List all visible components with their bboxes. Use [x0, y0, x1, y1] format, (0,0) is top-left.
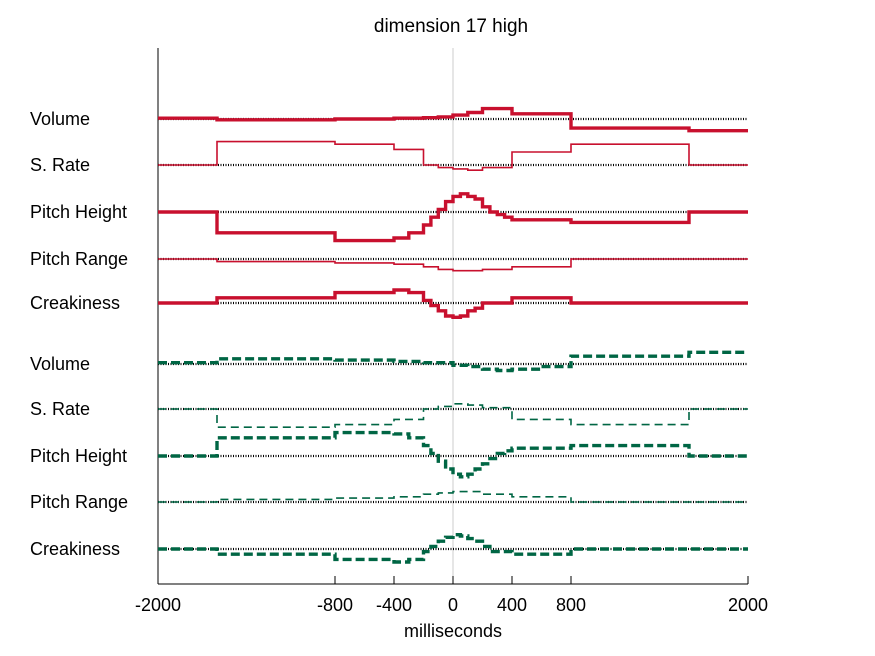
x-tick-label-6: 2000	[728, 595, 768, 615]
chart-title: dimension 17 high	[374, 16, 528, 37]
series-label-8: Pitch Height	[30, 446, 127, 466]
series-label-4: Pitch Range	[30, 249, 128, 269]
series-red-s-rate	[158, 140, 748, 171]
x-tick-label-0: -2000	[135, 595, 181, 615]
series-green-volume	[158, 350, 748, 373]
x-tick-label-5: 800	[556, 595, 586, 615]
series-label-2: S. Rate	[30, 155, 90, 175]
series-label-7: S. Rate	[30, 399, 90, 419]
series-green-pitch-range	[158, 490, 748, 503]
series-label-5: Creakiness	[30, 293, 120, 313]
series-green-creakiness	[158, 533, 748, 564]
series-red-creakiness	[158, 288, 748, 319]
series-red-volume	[158, 106, 748, 133]
series-label-9: Pitch Range	[30, 492, 128, 512]
series-label-1: Volume	[30, 109, 90, 129]
series-label-10: Creakiness	[30, 539, 120, 559]
x-tick-label-3: 0	[448, 595, 458, 615]
x-axis-label: milliseconds	[404, 621, 502, 641]
series-green-s-rate	[158, 403, 748, 428]
series-green-pitch-height	[158, 430, 748, 479]
series-label-3: Pitch Height	[30, 202, 127, 222]
x-tick-label-4: 400	[497, 595, 527, 615]
series-red-pitch-height	[158, 192, 748, 243]
x-tick-label-2: -400	[376, 595, 412, 615]
series-label-6: Volume	[30, 354, 90, 374]
series-red-pitch-range	[158, 258, 748, 272]
x-tick-label-1: -800	[317, 595, 353, 615]
